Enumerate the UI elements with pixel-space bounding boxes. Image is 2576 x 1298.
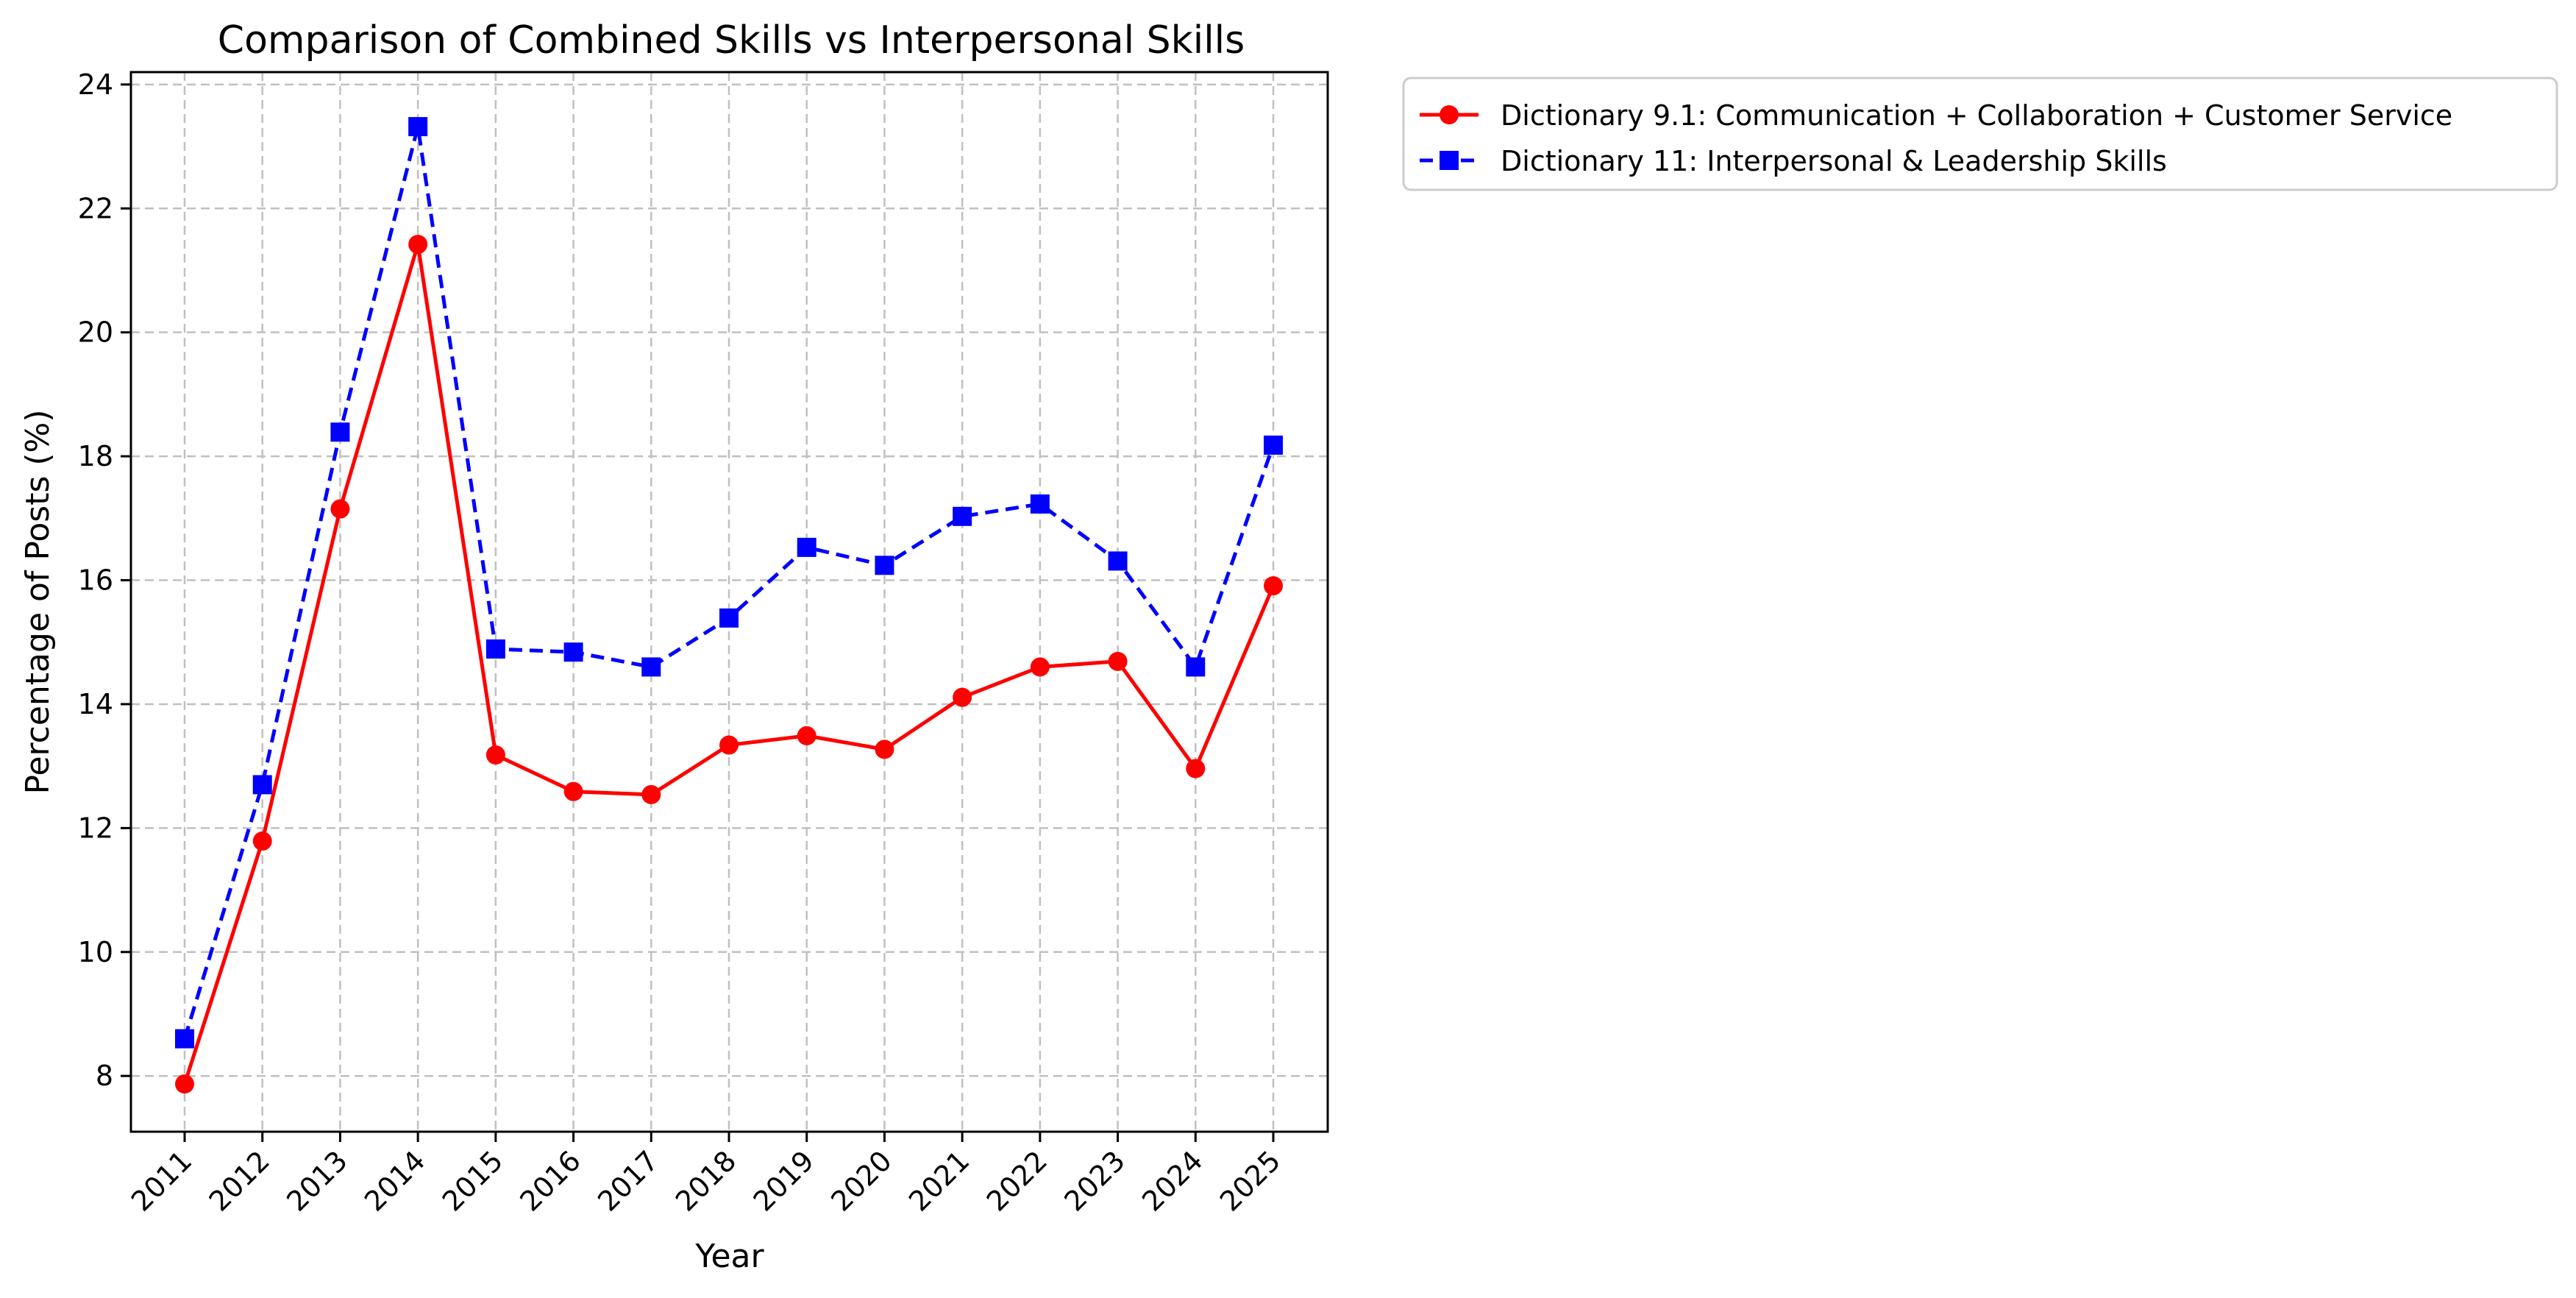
series-2-point-2018 [719, 608, 739, 628]
series-1-point-2021 [953, 687, 972, 707]
legend-marker-series-1 [1440, 105, 1459, 124]
series-1-point-2020 [875, 740, 894, 759]
series-2-point-2020 [875, 556, 894, 575]
series-1-point-2014 [408, 235, 428, 255]
y-tick-label-20: 20 [78, 316, 113, 349]
series-2-point-2013 [330, 422, 350, 442]
series-2-point-2022 [1030, 494, 1050, 514]
y-tick-label-18: 18 [78, 440, 113, 472]
series-1-point-2011 [175, 1074, 194, 1094]
y-axis-label: Percentage of Posts (%) [19, 409, 57, 794]
series-1-point-2013 [330, 499, 350, 519]
series-2-point-2019 [797, 537, 816, 557]
y-tick-label-10: 10 [78, 936, 113, 968]
series-1-point-2016 [563, 781, 583, 801]
legend-box [1402, 77, 2558, 191]
series-2-point-2024 [1186, 657, 1206, 677]
series-1-point-2018 [719, 735, 739, 755]
series-1-point-2025 [1264, 576, 1283, 596]
legend-label-series-1: Dictionary 9.1: Communication + Collabor… [1501, 99, 2452, 132]
chart-title: Comparison of Combined Skills vs Interpe… [218, 18, 1245, 63]
series-2-point-2021 [953, 506, 972, 526]
y-tick-label-22: 22 [78, 192, 113, 224]
series-1-point-2024 [1186, 759, 1206, 779]
series-1-point-2015 [485, 745, 505, 765]
x-axis-label: Year [694, 1238, 764, 1275]
y-axis: 8 10 12 14 16 18 20 22 24 [78, 68, 131, 1092]
series-2-point-2025 [1264, 435, 1283, 455]
legend-label-series-2: Dictionary 11: Interpersonal & Leadershi… [1501, 145, 2167, 177]
y-tick-label-8: 8 [96, 1060, 113, 1092]
series-2 [175, 117, 1283, 1049]
series-2-point-2014 [408, 117, 428, 137]
series-1-point-2022 [1030, 657, 1050, 677]
series-layer [175, 117, 1283, 1094]
grid [131, 72, 1328, 1132]
legend: Dictionary 9.1: Communication + Collabor… [1402, 77, 2558, 191]
series-1-point-2019 [797, 726, 816, 745]
series-1-point-2012 [252, 831, 272, 851]
y-tick-label-14: 14 [78, 688, 113, 720]
series-2-point-2015 [485, 639, 505, 659]
series-2-point-2023 [1108, 551, 1128, 571]
series-1-point-2017 [641, 784, 661, 804]
series-1-point-2023 [1108, 651, 1128, 671]
series-2-point-2016 [563, 642, 583, 662]
legend-marker-series-2 [1440, 151, 1459, 170]
series-2-point-2012 [252, 775, 272, 795]
series-2-point-2017 [641, 657, 661, 677]
y-tick-label-24: 24 [78, 68, 113, 101]
series-1 [175, 235, 1283, 1094]
y-tick-label-12: 12 [78, 812, 113, 844]
y-tick-label-16: 16 [78, 564, 113, 597]
series-2-point-2011 [175, 1029, 194, 1049]
